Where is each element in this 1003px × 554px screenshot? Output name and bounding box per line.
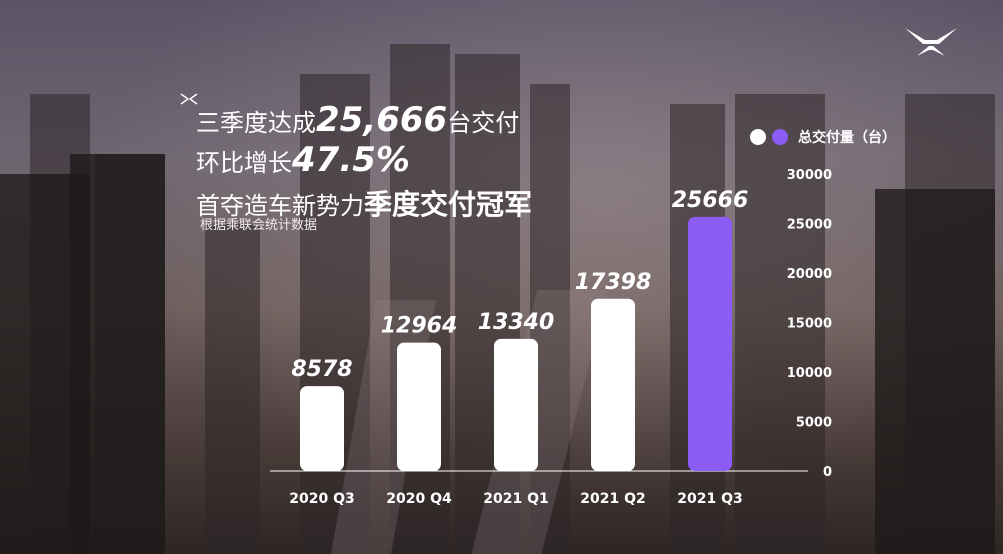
legend-swatch-white <box>750 129 766 145</box>
background-building <box>300 74 370 554</box>
bar <box>300 386 344 471</box>
legend-swatch-purple <box>772 129 788 145</box>
bar <box>688 216 732 471</box>
bar <box>494 338 538 471</box>
y-tick-label: 5000 <box>796 416 832 431</box>
bar-value-label: 8578 <box>291 357 352 382</box>
headline-line-1: 三季度达成25,666台交付 <box>196 100 519 140</box>
xpeng-mark-icon <box>180 93 198 105</box>
background-building <box>530 84 570 554</box>
x-tick-label: 2020 Q3 <box>289 491 354 507</box>
y-tick-label: 15000 <box>787 317 832 332</box>
headline-prefix: 三季度达成 <box>196 109 316 137</box>
headline-line-2: 环比增长47.5% <box>196 140 410 180</box>
chart-legend: 总交付量（台） <box>750 127 896 147</box>
y-tick-label: 30000 <box>787 168 832 183</box>
x-tick-label: 2021 Q1 <box>483 491 548 507</box>
champion-prefix: 首夺造车新势力 <box>196 192 364 220</box>
x-tick-label: 2020 Q4 <box>386 491 452 507</box>
bar-value-label: 13340 <box>478 310 555 335</box>
bar-value-label: 25666 <box>672 188 749 213</box>
bar <box>397 342 441 471</box>
foreground-building <box>70 154 165 554</box>
background-building <box>735 94 825 554</box>
x-tick-label: 2021 Q3 <box>677 491 742 507</box>
y-tick-label: 20000 <box>787 267 832 282</box>
headline-line-3: 首夺造车新势力季度交付冠军 <box>196 183 532 223</box>
bar-value-label: 17398 <box>575 270 652 295</box>
x-tick-label: 2021 Q2 <box>580 491 645 507</box>
y-tick-label: 0 <box>823 465 832 480</box>
champion-emphasis: 季度交付冠军 <box>364 188 533 221</box>
foreground-building <box>875 189 995 554</box>
xpeng-logo-icon <box>905 28 957 56</box>
background-building <box>205 224 260 554</box>
y-tick-label: 10000 <box>787 366 832 381</box>
growth-prefix: 环比增长 <box>196 149 292 177</box>
y-tick-label: 25000 <box>787 218 832 233</box>
headline-delivery-number: 25,666 <box>316 100 448 140</box>
growth-number: 47.5% <box>292 140 410 180</box>
bar <box>591 298 635 471</box>
headline-suffix: 台交付 <box>447 109 520 137</box>
bar-value-label: 12964 <box>381 314 458 339</box>
data-source-note: 根据乘联会统计数据 <box>200 218 318 233</box>
legend-label: 总交付量（台） <box>798 130 896 146</box>
